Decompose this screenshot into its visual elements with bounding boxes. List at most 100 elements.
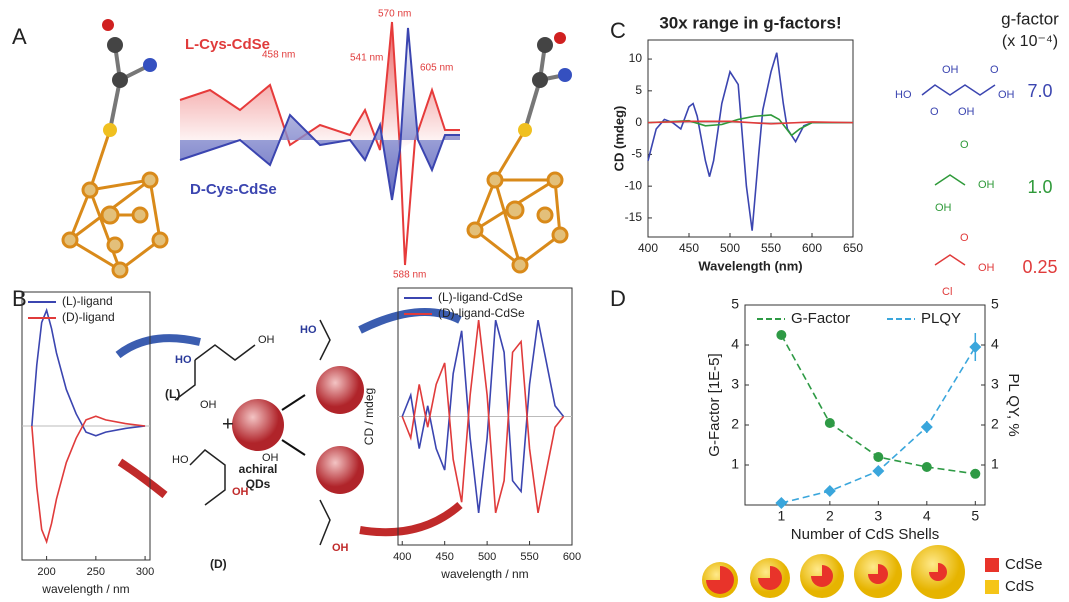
gf-title: g-factor	[1001, 9, 1059, 28]
d-spectrum	[179, 27, 460, 201]
panel-label: B	[12, 286, 27, 311]
y2-tick-label: 1	[991, 456, 999, 472]
atom: O	[960, 139, 969, 151]
enantiomer-label: (D)	[210, 557, 227, 571]
series-label: L-Cys-CdSe	[185, 36, 270, 53]
x-tick-label: 5	[971, 508, 979, 524]
legend-label: CdSe	[1005, 556, 1043, 573]
y-tick-label: 5	[731, 296, 739, 312]
molecule	[174, 319, 331, 546]
y2-tick-label: 4	[991, 336, 999, 352]
marker	[921, 462, 932, 472]
series-line	[31, 415, 146, 545]
x-tick-label: 1	[777, 508, 785, 524]
x-tick-label: 550	[761, 241, 781, 255]
arrow	[281, 394, 306, 411]
series-line	[647, 120, 854, 125]
qd	[232, 399, 284, 451]
marker	[873, 452, 884, 462]
y2-tick-label: 3	[991, 376, 999, 392]
y-axis-label: CD (mdeg)	[611, 106, 626, 172]
l-spectrum	[179, 21, 460, 266]
atom: OH	[978, 179, 995, 191]
y2-tick-label: 2	[991, 416, 999, 432]
atom: HO	[175, 354, 192, 366]
cluster-right	[466, 129, 569, 274]
x-axis-label: wavelength / nm	[41, 582, 129, 596]
atom: HO	[895, 89, 912, 101]
legend-label: PLQY	[921, 310, 961, 327]
qd-label: QDs	[246, 477, 271, 491]
arrow	[358, 308, 462, 334]
panel-label: A	[12, 24, 27, 49]
cluster-left	[61, 129, 169, 279]
ligand-left	[102, 19, 157, 137]
x-tick-label: 450	[436, 551, 454, 563]
arrow	[115, 334, 201, 359]
x-tick-label: 500	[720, 241, 740, 255]
g-value: 7.0	[1027, 81, 1052, 101]
series-line	[401, 320, 565, 514]
y-tick-label: 2	[731, 416, 739, 432]
series-line	[647, 114, 853, 137]
y-tick-label: 5	[635, 83, 642, 97]
y-tick-label: 0	[635, 115, 642, 129]
y-axis-label: CD / mdeg	[362, 388, 376, 445]
legend-label: (D)-ligand	[62, 310, 115, 324]
atom: OH	[942, 64, 959, 76]
atom: OH	[978, 262, 995, 274]
atom: OH	[262, 452, 279, 464]
x-tick-label: 500	[478, 551, 496, 563]
panel-label: D	[610, 286, 626, 311]
g-value: 1.0	[1027, 177, 1052, 197]
marker	[775, 497, 788, 509]
d-spectrum-fill	[180, 28, 460, 200]
y-tick-label: 3	[731, 376, 739, 392]
marker	[824, 418, 835, 428]
plus: +	[222, 413, 234, 435]
x-tick-label: 250	[87, 566, 105, 578]
gf-unit: (x 10⁻⁴)	[1002, 33, 1058, 50]
x-tick-label: 400	[638, 241, 658, 255]
atom: OH	[998, 89, 1015, 101]
atom: HO	[172, 454, 189, 466]
y-tick-label: -15	[625, 210, 643, 224]
legend-swatch	[985, 558, 999, 572]
peak-label: 605 nm	[420, 63, 453, 74]
x-tick-label: 550	[520, 551, 538, 563]
marker	[776, 330, 787, 340]
y-tick-label: 10	[629, 51, 643, 65]
atom: OH	[200, 399, 217, 411]
series-label: D-Cys-CdSe	[190, 181, 277, 198]
peak-label: 570 nm	[378, 9, 411, 20]
legend-label: (L)-ligand-CdSe	[438, 290, 523, 304]
y-axis-label: G-Factor [1E-5]	[706, 353, 723, 456]
x-tick-label: 300	[136, 566, 154, 578]
atom: Cl	[942, 286, 952, 298]
series-line	[781, 346, 976, 504]
y-tick-label: 4	[731, 336, 739, 352]
atom: OH	[232, 486, 249, 498]
plot-frame	[647, 39, 854, 238]
marker	[970, 468, 981, 479]
atom: HO	[300, 324, 317, 336]
x-tick-label: 3	[874, 508, 882, 524]
chart-title: 30x range in g-factors!	[659, 13, 841, 32]
plot-frame	[744, 304, 986, 506]
y-tick-label: 1	[731, 456, 739, 472]
series-line	[31, 307, 146, 437]
atom: OH	[958, 106, 975, 118]
atom: O	[990, 64, 999, 76]
x-tick-label: 200	[37, 566, 55, 578]
x-tick-label: 600	[802, 241, 822, 255]
legend-label: CdS	[1005, 578, 1034, 595]
x-tick-label: 600	[563, 551, 581, 563]
legend-label: (D)-ligand-CdSe	[438, 306, 525, 320]
y-tick-label: -5	[631, 147, 642, 161]
marker	[969, 341, 982, 353]
arrow	[359, 501, 463, 537]
g-value: 0.25	[1022, 257, 1057, 277]
x-tick-label: 450	[679, 241, 699, 255]
qd	[316, 446, 364, 494]
